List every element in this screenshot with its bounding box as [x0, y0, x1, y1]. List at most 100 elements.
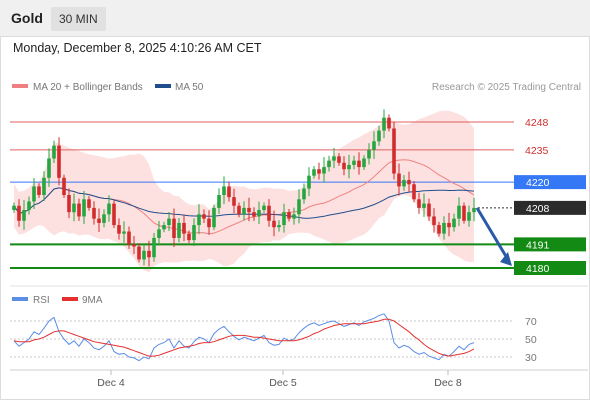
rsi-legend-label: RSI [33, 295, 50, 306]
level-label-4191: 4191 [526, 239, 550, 251]
candle-body [402, 179, 406, 187]
candle-body [37, 186, 41, 195]
candle-body [457, 205, 461, 219]
ma20-legend-swatch [12, 84, 28, 88]
outlook-arrow [475, 207, 512, 266]
level-label-4180: 4180 [526, 263, 550, 275]
candle-body [357, 160, 361, 168]
candle-body [142, 250, 146, 260]
candle-body [292, 214, 296, 219]
candle-body [407, 179, 411, 185]
candle-body [72, 203, 76, 213]
candles [12, 109, 476, 267]
candle-body [172, 218, 176, 238]
candle-body [27, 201, 31, 211]
candle-body [327, 160, 331, 168]
candle-body [342, 162, 346, 170]
title-bar: Gold 30 MIN [0, 0, 590, 36]
candle-body [222, 186, 226, 195]
candle-body [317, 169, 321, 174]
candle-body [472, 207, 476, 213]
candle-body [462, 205, 466, 221]
candle-body [167, 218, 171, 226]
candle-body [387, 117, 391, 129]
candle-body [92, 207, 96, 219]
rsi-panel: 70 50 30 [10, 313, 537, 364]
level-tag-4220 [514, 175, 586, 190]
level-label-4235: 4235 [525, 145, 549, 157]
candle-body [397, 173, 401, 187]
candle-body [282, 212, 286, 226]
candle-body [302, 188, 306, 200]
candle-body [177, 222, 181, 238]
rsi-ma-legend-label: 9MA [82, 295, 103, 306]
candle-body [377, 130, 381, 142]
candle-body [157, 229, 161, 238]
candle-body [57, 145, 61, 178]
candle-body [372, 141, 376, 150]
candle-body [187, 233, 191, 241]
level-label-4220: 4220 [526, 177, 550, 189]
candle-body [247, 207, 251, 213]
candle-body [287, 212, 291, 219]
candle-body [362, 158, 366, 168]
candle-body [22, 210, 26, 221]
level-lines [10, 121, 514, 269]
candle-body [67, 195, 71, 213]
candle-body [392, 128, 396, 174]
candle-body [202, 214, 206, 219]
rsi-ma-line [13, 318, 475, 357]
candle-body [112, 203, 116, 226]
ma50-legend-label: MA 50 [175, 82, 204, 93]
candle-body [117, 225, 121, 234]
candle-body [447, 222, 451, 228]
ma20-legend-label: MA 20 + Bollinger Bands [33, 82, 143, 93]
chart-credit: Research © 2025 Trading Central [432, 82, 581, 93]
candle-body [207, 218, 211, 228]
candle-body [432, 216, 436, 226]
level-tag-4180 [514, 261, 586, 275]
bollinger-band [14, 110, 474, 273]
candle-body [52, 145, 56, 159]
candle-body [182, 222, 186, 234]
candle-body [417, 199, 421, 208]
candle-body [162, 225, 166, 230]
timeframe-button[interactable]: 30 MIN [51, 7, 106, 31]
candle-body [77, 203, 81, 217]
candle-body [212, 207, 216, 228]
candle-body [82, 199, 86, 217]
candle-body [217, 195, 221, 208]
candle-body [147, 250, 151, 258]
level-labels: 4248 4235 4220 4208 4191 4180 [514, 117, 586, 275]
outlook-arrow-head [500, 252, 512, 266]
candle-body [412, 184, 416, 200]
rsi-legend: RSI 9MA [12, 295, 103, 306]
x-tick-label: Dec 8 [434, 377, 462, 389]
candle-body [347, 164, 351, 170]
chart-legend: MA 20 + Bollinger Bands MA 50 Research ©… [12, 82, 581, 93]
candle-body [262, 205, 266, 211]
candle-body [62, 177, 66, 195]
candle-body [437, 225, 441, 234]
candle-body [257, 210, 261, 217]
candle-body [352, 160, 356, 165]
candle-body [332, 156, 336, 161]
candle-body [17, 205, 21, 221]
candle-body [107, 203, 111, 215]
level-label-4208: 4208 [526, 203, 550, 215]
rsi-ma-legend-swatch [62, 297, 78, 301]
candle-body [227, 186, 231, 198]
candle-body [272, 220, 276, 228]
candle-body [232, 197, 236, 206]
candle-body [42, 177, 46, 195]
candle-body [237, 205, 241, 215]
level-label-4248: 4248 [525, 117, 549, 129]
candle-body [87, 199, 91, 208]
candle-body [132, 244, 136, 247]
candle-body [307, 175, 311, 189]
candle-body [12, 205, 16, 211]
candle-body [452, 218, 456, 228]
candle-body [32, 186, 36, 202]
candle-body [312, 169, 316, 176]
